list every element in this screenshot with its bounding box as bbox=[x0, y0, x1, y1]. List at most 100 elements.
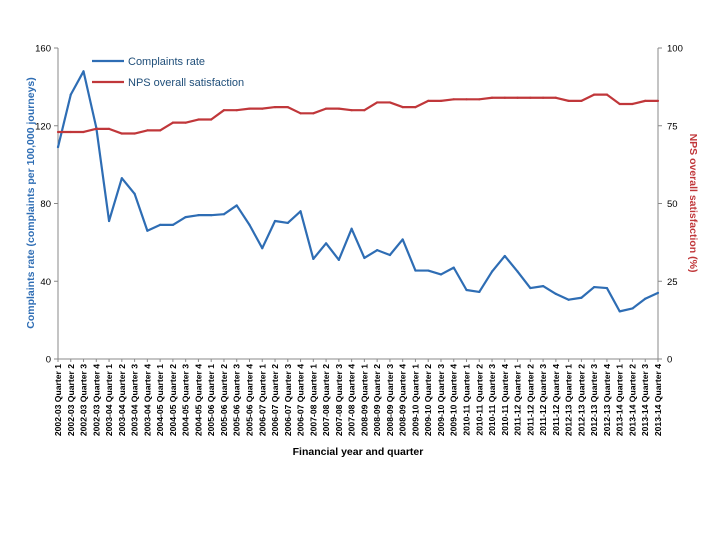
data-point-nps-overall-satisfaction bbox=[401, 105, 404, 109]
x-tick-label: 2007-08 Quarter 1 bbox=[308, 364, 318, 436]
data-point-nps-overall-satisfaction bbox=[197, 118, 200, 121]
data-point-complaints-rate bbox=[146, 229, 149, 232]
x-tick-label: 2007-08 Quarter 2 bbox=[321, 364, 331, 436]
data-point-nps-overall-satisfaction bbox=[350, 109, 353, 112]
x-tick-label: 2010-11 Quarter 3 bbox=[487, 364, 497, 436]
data-point-nps-overall-satisfaction bbox=[299, 112, 302, 115]
data-point-complaints-rate bbox=[184, 216, 187, 219]
data-point-nps-overall-satisfaction bbox=[235, 109, 238, 112]
data-point-nps-overall-satisfaction bbox=[312, 112, 315, 115]
data-point-complaints-rate bbox=[542, 285, 545, 288]
x-tick-label: 2011-12 Quarter 3 bbox=[538, 364, 548, 436]
x-tick-label: 2003-04 Quarter 2 bbox=[117, 364, 127, 436]
x-tick-label: 2002-03 Quarter 4 bbox=[91, 364, 101, 436]
x-tick-label: 2008-09 Quarter 4 bbox=[398, 364, 408, 436]
x-tick-label: 2008-09 Quarter 1 bbox=[359, 364, 369, 436]
data-point-complaints-rate bbox=[503, 254, 506, 258]
x-tick-label: 2004-05 Quarter 4 bbox=[193, 364, 203, 436]
data-point-complaints-rate bbox=[286, 221, 289, 225]
data-point-complaints-rate bbox=[516, 270, 519, 273]
y2-tick-label: 100 bbox=[667, 44, 683, 55]
data-point-complaints-rate bbox=[82, 70, 85, 73]
data-point-complaints-rate bbox=[248, 223, 251, 226]
data-point-complaints-rate bbox=[465, 288, 468, 292]
x-tick-label: 2004-05 Quarter 2 bbox=[168, 364, 178, 436]
data-point-nps-overall-satisfaction bbox=[452, 98, 455, 101]
x-tick-label: 2012-13 Quarter 3 bbox=[589, 364, 599, 436]
data-point-complaints-rate bbox=[56, 146, 60, 149]
data-point-nps-overall-satisfaction bbox=[376, 101, 379, 104]
data-point-nps-overall-satisfaction bbox=[133, 132, 136, 135]
series-line-nps-overall-satisfaction bbox=[58, 93, 658, 135]
x-tick-label: 2008-09 Quarter 2 bbox=[372, 364, 382, 436]
data-point-complaints-rate bbox=[478, 290, 481, 294]
x-tick-label: 2012-13 Quarter 2 bbox=[576, 364, 586, 436]
data-point-complaints-rate bbox=[273, 219, 277, 223]
x-tick-label: 2005-06 Quarter 3 bbox=[232, 364, 242, 436]
tick-labels-group: 0 40 80 120 160 0 25 50 75 100 bbox=[35, 44, 683, 366]
data-point-nps-overall-satisfaction bbox=[516, 96, 519, 99]
data-point-complaints-rate bbox=[159, 223, 162, 226]
legend: Complaints rate NPS overall satisfaction bbox=[92, 56, 244, 89]
y2-tick-label: 25 bbox=[667, 277, 678, 288]
x-axis-title: Financial year and quarter bbox=[293, 446, 424, 458]
x-tick-label: 2010-11 Quarter 2 bbox=[474, 364, 484, 436]
x-tick-label: 2006-07 Quarter 1 bbox=[257, 364, 267, 436]
x-tick-label: 2005-06 Quarter 4 bbox=[244, 364, 254, 436]
x-tick-label: 2013-14 Quarter 2 bbox=[627, 364, 637, 436]
y2-tick-label: 75 bbox=[667, 121, 678, 132]
data-point-complaints-rate bbox=[197, 214, 200, 217]
x-tick-label: 2006-07 Quarter 2 bbox=[270, 364, 280, 436]
data-point-nps-overall-satisfaction bbox=[95, 127, 98, 130]
data-point-complaints-rate bbox=[605, 286, 609, 290]
y2-axis-title: NPS overall satisfaction (%) bbox=[687, 134, 699, 273]
data-point-complaints-rate bbox=[337, 258, 340, 261]
x-tick-label: 2002-03 Quarter 2 bbox=[66, 364, 76, 436]
x-tick-label: 2009-10 Quarter 3 bbox=[436, 364, 446, 436]
data-point-complaints-rate bbox=[618, 310, 621, 313]
x-tick-label: 2003-04 Quarter 1 bbox=[104, 364, 114, 436]
series-line-complaints-rate bbox=[56, 70, 659, 313]
data-point-nps-overall-satisfaction bbox=[286, 105, 289, 109]
y-tick-label: 120 bbox=[35, 121, 51, 132]
x-tick-label: 2004-05 Quarter 1 bbox=[155, 364, 165, 436]
x-tick-label: 2003-04 Quarter 4 bbox=[142, 364, 152, 436]
data-point-complaints-rate bbox=[452, 266, 455, 269]
legend-label-nps-overall-satisfaction: NPS overall satisfaction bbox=[128, 77, 244, 89]
data-point-complaints-rate bbox=[171, 223, 174, 226]
data-point-nps-overall-satisfaction bbox=[146, 129, 149, 132]
data-point-complaints-rate bbox=[567, 298, 570, 301]
data-point-complaints-rate bbox=[414, 269, 417, 272]
data-point-nps-overall-satisfaction bbox=[56, 130, 60, 134]
data-point-complaints-rate bbox=[490, 270, 494, 273]
axes-group bbox=[54, 47, 662, 362]
data-point-nps-overall-satisfaction bbox=[529, 96, 532, 99]
data-point-nps-overall-satisfaction bbox=[618, 102, 621, 106]
x-tick-label: 2009-10 Quarter 1 bbox=[410, 364, 420, 436]
data-point-nps-overall-satisfaction bbox=[567, 99, 570, 102]
data-point-complaints-rate bbox=[363, 256, 366, 260]
data-point-complaints-rate bbox=[210, 214, 213, 217]
x-tick-label: 2005-06 Quarter 2 bbox=[219, 364, 229, 436]
data-point-complaints-rate bbox=[631, 307, 634, 310]
data-point-nps-overall-satisfaction bbox=[388, 101, 392, 104]
data-point-nps-overall-satisfaction bbox=[439, 99, 443, 102]
data-point-nps-overall-satisfaction bbox=[605, 93, 609, 96]
data-point-complaints-rate bbox=[324, 242, 328, 245]
data-point-nps-overall-satisfaction bbox=[363, 109, 366, 112]
data-point-nps-overall-satisfaction bbox=[120, 132, 123, 135]
data-point-complaints-rate bbox=[299, 210, 302, 213]
data-point-nps-overall-satisfaction bbox=[159, 129, 162, 132]
data-point-nps-overall-satisfaction bbox=[248, 107, 251, 110]
x-tick-label: 2010-11 Quarter 4 bbox=[500, 364, 510, 436]
category-labels-group: 2002-03 Quarter 1 2002-03 Quarter 2 2002-0… bbox=[53, 364, 663, 436]
data-point-nps-overall-satisfaction bbox=[82, 130, 85, 134]
data-point-complaints-rate bbox=[401, 238, 404, 241]
data-point-complaints-rate bbox=[644, 297, 647, 300]
data-point-nps-overall-satisfaction bbox=[414, 105, 417, 109]
data-point-nps-overall-satisfaction bbox=[210, 118, 213, 121]
data-point-nps-overall-satisfaction bbox=[261, 107, 264, 110]
data-point-complaints-rate bbox=[222, 213, 226, 216]
x-tick-label: 2007-08 Quarter 3 bbox=[334, 364, 344, 436]
